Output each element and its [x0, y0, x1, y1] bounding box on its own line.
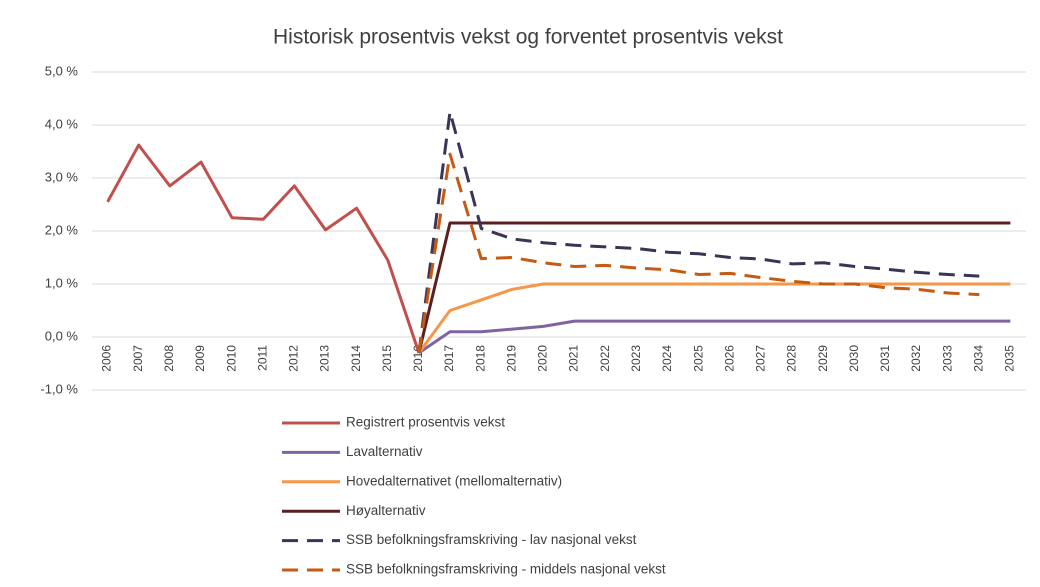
x-tick-label: 2031: [878, 345, 892, 372]
legend-label: Hovedalternativet (mellomalternativ): [346, 473, 562, 488]
y-tick-label: 0,0 %: [45, 328, 79, 343]
x-tick-label: 2010: [224, 345, 238, 372]
series-line: [417, 152, 980, 354]
y-tick-label: -1,0 %: [40, 381, 78, 396]
x-tick-label: 2022: [598, 345, 612, 372]
x-tick-label: 2033: [940, 345, 954, 372]
chart-title: Historisk prosentvis vekst og forventet …: [273, 26, 783, 49]
x-tick-label: 2014: [349, 345, 363, 372]
x-tick-label: 2020: [536, 345, 550, 372]
y-tick-label: 2,0 %: [45, 222, 79, 237]
x-tick-label: 2028: [785, 345, 799, 372]
series-line: [417, 110, 980, 354]
x-tick-label: 2013: [318, 345, 332, 372]
x-tick-label: 2025: [691, 345, 705, 372]
series-line: [418, 319, 1011, 355]
x-tick-label: 2030: [847, 345, 861, 372]
y-tick-label: 3,0 %: [45, 169, 79, 184]
x-tick-label: 2017: [442, 345, 456, 372]
x-tick-label: 2024: [660, 345, 674, 372]
x-tick-label: 2007: [131, 345, 145, 372]
x-tick-label: 2021: [567, 345, 581, 372]
y-tick-label: 1,0 %: [45, 275, 79, 290]
x-tick-label: 2035: [1003, 345, 1017, 372]
legend-label: SSB befolkningsframskriving - lav nasjon…: [346, 532, 637, 547]
x-tick-label: 2009: [193, 345, 207, 372]
y-tick-label: 4,0 %: [45, 116, 79, 131]
legend-label: Lavalternativ: [346, 444, 423, 459]
x-tick-label: 2023: [629, 345, 643, 372]
x-tick-label: 2032: [909, 345, 923, 372]
x-tick-label: 2026: [722, 345, 736, 372]
series-line: [417, 221, 1011, 354]
legend-label: SSB befolkningsframskriving - middels na…: [346, 562, 666, 577]
series-line: [417, 282, 1011, 354]
x-tick-label: 2011: [255, 345, 269, 371]
x-tick-label: 2029: [816, 345, 830, 372]
x-tick-label: 2018: [473, 345, 487, 372]
x-tick-label: 2012: [287, 345, 301, 372]
x-tick-label: 2027: [754, 345, 768, 372]
x-tick-label: 2008: [162, 345, 176, 372]
x-tick-label: 2034: [971, 345, 985, 372]
x-tick-label: 2015: [380, 345, 394, 372]
legend-label: Høyalternativ: [346, 503, 426, 518]
y-tick-label: 5,0 %: [45, 63, 79, 78]
x-tick-label: 2019: [504, 345, 518, 372]
x-tick-label: 2006: [100, 345, 114, 372]
series-line: [106, 143, 421, 354]
legend-label: Registrert prosentvis vekst: [346, 415, 505, 430]
